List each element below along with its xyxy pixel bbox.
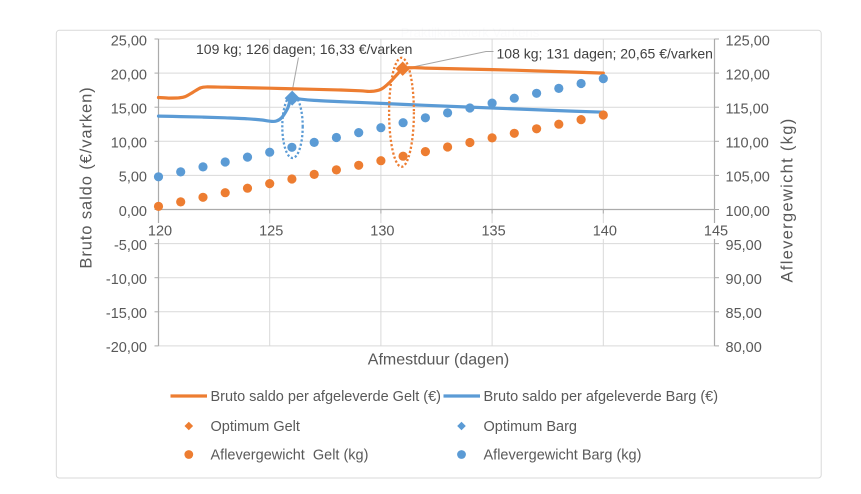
svg-text:140: 140 — [593, 224, 617, 240]
svg-text:25,00: 25,00 — [111, 33, 147, 49]
svg-text:130: 130 — [370, 224, 394, 240]
svg-text:-15,00: -15,00 — [106, 306, 147, 322]
svg-text:110,00: 110,00 — [726, 136, 769, 152]
svg-text:Afmestduur (dagen): Afmestduur (dagen) — [368, 352, 509, 369]
svg-text:-10,00: -10,00 — [106, 272, 147, 288]
svg-text:Praktijknetwerk Varkens: Praktijknetwerk Varkens — [401, 25, 540, 40]
svg-text:10,00: 10,00 — [111, 136, 147, 152]
svg-text:125: 125 — [259, 224, 283, 240]
svg-text:Bruto saldo per afgeleverde Ba: Bruto saldo per afgeleverde Barg (€) — [484, 389, 719, 405]
svg-text:108 kg; 131 dagen; 20,65 €/var: 108 kg; 131 dagen; 20,65 €/varken — [497, 46, 713, 62]
svg-text:Optimum Gelt: Optimum Gelt — [211, 419, 300, 435]
svg-text:Aflevergewicht Gelt (kg): Aflevergewicht Gelt (kg) — [211, 448, 369, 464]
svg-text:15,00: 15,00 — [111, 102, 147, 118]
svg-text:120,00: 120,00 — [726, 67, 770, 83]
svg-text:120: 120 — [148, 224, 172, 240]
svg-text:Aflevergewicht (kg): Aflevergewicht (kg) — [779, 118, 797, 283]
svg-text:95,00: 95,00 — [726, 238, 762, 254]
svg-text:Bruto saldo per afgeleverde Ge: Bruto saldo per afgeleverde Gelt (€) — [211, 389, 442, 405]
svg-text:5,00: 5,00 — [119, 170, 147, 186]
svg-text:100,00: 100,00 — [726, 204, 770, 220]
svg-text:90,00: 90,00 — [726, 272, 762, 288]
svg-text:-20,00: -20,00 — [106, 340, 147, 356]
svg-text:125,00: 125,00 — [726, 33, 770, 49]
svg-text:109 kg; 126 dagen; 16,33 €/var: 109 kg; 126 dagen; 16,33 €/varken — [196, 41, 412, 57]
svg-text:115,00: 115,00 — [726, 102, 769, 118]
svg-text:Aflevergewicht Barg (kg): Aflevergewicht Barg (kg) — [484, 448, 642, 464]
svg-text:145: 145 — [704, 224, 728, 240]
svg-text:0,00: 0,00 — [119, 204, 147, 220]
svg-text:85,00: 85,00 — [726, 306, 762, 322]
svg-text:135: 135 — [481, 224, 505, 240]
svg-text:Bruto saldo (€/varken): Bruto saldo (€/varken) — [78, 86, 96, 268]
svg-text:20,00: 20,00 — [111, 67, 147, 83]
svg-text:80,00: 80,00 — [726, 340, 762, 356]
svg-text:-5,00: -5,00 — [114, 238, 147, 254]
svg-text:Optimum Barg: Optimum Barg — [484, 419, 577, 435]
svg-text:105,00: 105,00 — [726, 170, 770, 186]
